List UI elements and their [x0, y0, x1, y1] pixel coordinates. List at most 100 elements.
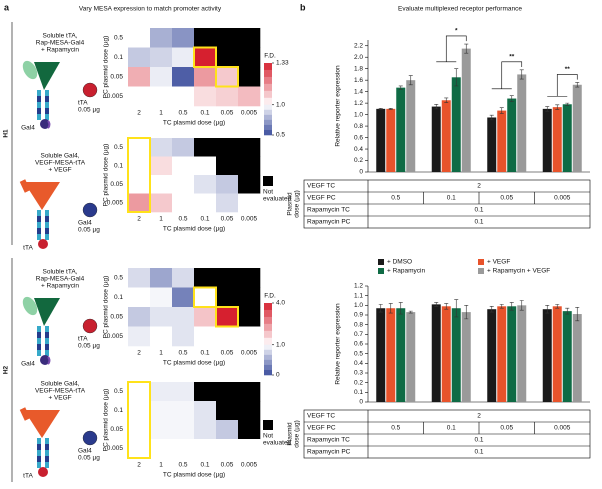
- x-tick-label: 0.05: [221, 350, 234, 357]
- heatmap-cell: [194, 307, 217, 327]
- free-label: tTA: [78, 100, 88, 107]
- colorbar-tick-label: 1.0: [276, 101, 285, 108]
- x-axis-label: TC plasmid dose (µg): [163, 360, 225, 367]
- heatmap-cell: [172, 67, 195, 87]
- heatmap-cell: [216, 47, 239, 68]
- highlight-box: [193, 286, 217, 308]
- heatmap-cell: [172, 382, 195, 402]
- heatmap-cell: [216, 420, 239, 440]
- significance-bracket: [547, 74, 578, 97]
- table-cell: 0.005: [554, 425, 571, 432]
- significance-label: **: [509, 54, 515, 61]
- heatmap-cell: [172, 307, 195, 327]
- receptor-stem: [37, 102, 41, 108]
- heatmap-cell: [128, 268, 151, 288]
- free-label: Gal4: [78, 220, 92, 227]
- heatmap-cell: [194, 67, 217, 87]
- legend-swatch: [478, 259, 484, 265]
- heatmap-cell: [150, 307, 173, 327]
- x-tick-label: 0.05: [221, 110, 234, 117]
- bar: [431, 106, 441, 172]
- colorbar-step: [264, 109, 272, 116]
- highlight-box: [127, 137, 151, 213]
- y-tick-label: 0.5: [114, 144, 123, 151]
- heatmap-cell: [194, 28, 217, 48]
- error-bar: [398, 85, 403, 90]
- bar: [461, 312, 471, 402]
- heatmap-cell: [238, 326, 261, 347]
- heatmap-cell: [216, 193, 239, 213]
- x-tick-label: 2: [137, 110, 141, 117]
- table-row-label: Rapamycin TC: [307, 437, 350, 444]
- heatmap-cell: [128, 138, 151, 157]
- y-axis-label: PC plasmid dose (µg): [103, 276, 110, 339]
- heatmap-cell: [172, 401, 195, 421]
- bound-factor: [38, 239, 48, 249]
- heatmap-cell: [194, 287, 217, 308]
- bound-factor-tag: [47, 356, 51, 365]
- error-bar: [499, 304, 504, 309]
- receptor-stem: [45, 222, 49, 228]
- heatmap-cell: [216, 138, 239, 157]
- receptor-stem: [45, 216, 49, 222]
- diagram-text: Soluble tTA,: [43, 33, 78, 40]
- colorbar-step: [264, 119, 272, 126]
- heatmap-cell: [150, 439, 173, 459]
- y-axis-label: Relative reporter expression: [335, 65, 342, 147]
- heatmap-cell: [172, 175, 195, 194]
- bound-label: Gal4: [21, 125, 35, 132]
- heatmap-cell: [238, 67, 261, 87]
- x-tick-label: 0.5: [178, 350, 187, 357]
- bar: [552, 107, 562, 172]
- legend-swatch: [478, 268, 484, 274]
- legend-label: + VEGF: [487, 259, 510, 266]
- y-axis-label: PC plasmid dose (µg): [103, 36, 110, 99]
- bar: [461, 48, 471, 172]
- bound-factor-tag: [47, 120, 51, 129]
- receptor-stem: [37, 228, 41, 234]
- heatmap-cell: [238, 156, 261, 176]
- receptor-stem: [45, 438, 49, 444]
- receptor-stem: [45, 90, 49, 96]
- colorbar-step: [264, 83, 272, 92]
- heatmap-cell: [194, 420, 217, 440]
- legend-swatch: [378, 259, 384, 265]
- colorbar-step: [264, 114, 272, 121]
- heatmap-cell: [128, 47, 151, 68]
- heatmap-cell: [194, 86, 217, 107]
- table-cell: 0.1: [474, 207, 483, 214]
- heatmap-cell: [128, 175, 151, 194]
- heatmap-cell: [128, 401, 151, 421]
- heatmap-cell: [172, 420, 195, 440]
- error-bar: [408, 310, 413, 314]
- heatmap-cell: [172, 326, 195, 347]
- y-tick-label: 2.0: [354, 54, 363, 61]
- error-bar: [378, 304, 383, 313]
- receptor-stem: [45, 344, 49, 350]
- heatmap-cell: [128, 156, 151, 176]
- diagram-text: Rap-MESA-Gal4: [36, 276, 85, 283]
- missing-label: Not: [263, 189, 273, 196]
- y-tick-label: 1.6: [354, 77, 363, 84]
- colorbar-tick-label: 0.5: [276, 132, 285, 139]
- error-bar: [388, 303, 393, 314]
- y-tick-label: 1.1: [354, 292, 363, 299]
- heatmap-cell: [150, 193, 173, 213]
- heatmap-cell: [238, 86, 261, 107]
- error-bar: [464, 43, 469, 54]
- receptor-stem: [45, 462, 49, 468]
- x-axis-label: TC plasmid dose (µg): [163, 120, 225, 127]
- diagram-text: + Rapamycin: [41, 283, 79, 290]
- error-bar: [398, 302, 403, 315]
- y-tick-label: 0.5: [114, 388, 123, 395]
- missing-swatch: [263, 176, 273, 186]
- y-tick-label: 0.005: [107, 199, 124, 206]
- colorbar-step: [264, 330, 272, 339]
- heatmap-cell: [216, 439, 239, 459]
- receptor-stem: [45, 228, 49, 234]
- y-tick-label: 0.005: [107, 333, 124, 340]
- heatmap-cell: [238, 138, 261, 157]
- error-bar: [388, 107, 393, 110]
- colorbar-step: [264, 104, 272, 111]
- diagram-text: Rap-MESA-Gal4: [36, 40, 85, 47]
